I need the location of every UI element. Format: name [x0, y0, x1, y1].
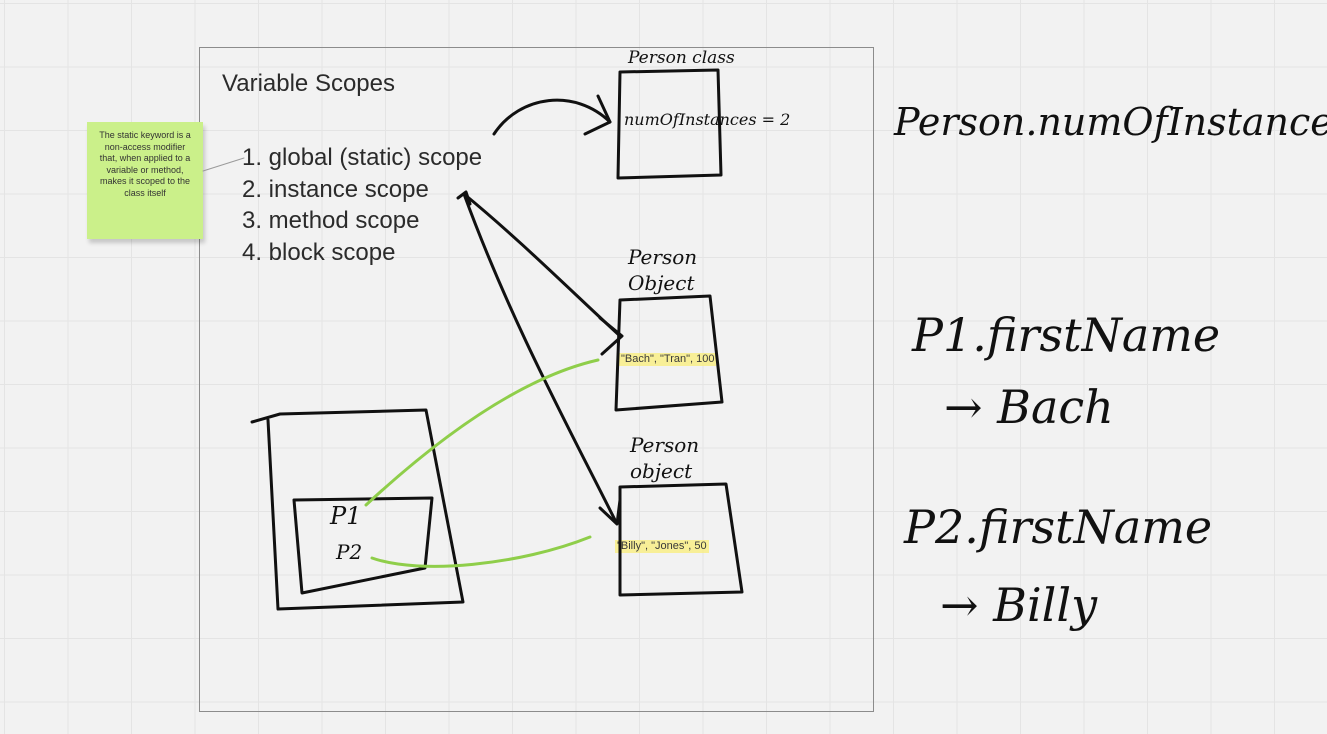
frame-title: Variable Scopes	[222, 70, 395, 97]
person-object-label-2: Person object	[630, 433, 700, 483]
static-arrowhead	[583, 94, 612, 136]
sticky-note-text: The static keyword is a non-access modif…	[99, 130, 191, 198]
stack-frame-inner	[292, 496, 434, 595]
scope-item-instance: 2. instance scope	[242, 175, 429, 203]
instance-arrowhead-2	[598, 498, 622, 526]
scope-item-global: 1. global (static) scope	[242, 144, 483, 171]
object2-values-highlight: "Billy", "Jones", 50	[615, 540, 709, 553]
stack-p1-label: P1	[330, 502, 362, 530]
instance-arrowhead-1	[598, 316, 624, 356]
note-static-access: Person.numOfInstances	[894, 100, 1327, 144]
static-field-value: numOfInstances = 2	[624, 110, 791, 129]
person-class-box	[616, 68, 723, 180]
note-p1-result: → Bach	[944, 380, 1114, 434]
sticky-note[interactable]: The static keyword is a non-access modif…	[87, 122, 203, 239]
stack-p2-label: P2	[336, 540, 363, 564]
note-p1-access: P1.firstName	[912, 308, 1221, 362]
instance-arrow-2	[462, 192, 618, 524]
instance-arrow-1	[462, 192, 622, 338]
instance-arrowhead-top	[456, 190, 472, 206]
sticky-connector-line	[202, 157, 245, 172]
p1-reference-line	[364, 358, 600, 507]
note-p2-result: → Billy	[940, 578, 1098, 632]
object1-values-highlight: "Bach", "Tran", 100	[619, 353, 717, 366]
stack-frame-outer	[250, 408, 465, 611]
person-object-box-2	[618, 482, 744, 597]
whiteboard-frame[interactable]	[199, 47, 874, 712]
scope-item-block: 4. block scope	[242, 238, 396, 266]
scope-list[interactable]: 1. global (static) scope 2. instance sco…	[242, 142, 482, 268]
person-object-label-1: Person Object	[628, 245, 698, 295]
person-object-box-1	[614, 294, 724, 412]
scope-item-method: 3. method scope	[242, 207, 420, 234]
p2-reference-line	[370, 535, 592, 568]
static-arrow	[492, 98, 612, 136]
note-p2-access: P2.firstName	[904, 500, 1213, 554]
person-class-label: Person class	[628, 48, 735, 68]
